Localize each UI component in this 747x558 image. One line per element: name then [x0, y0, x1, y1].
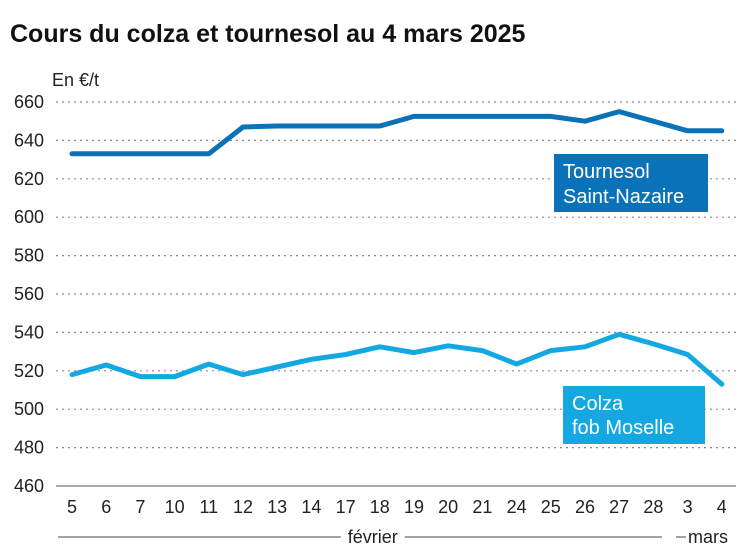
- x-tick-label: 12: [233, 497, 253, 517]
- x-tick-label: 14: [301, 497, 321, 517]
- x-tick-label: 24: [507, 497, 527, 517]
- x-tick-label: 18: [370, 497, 390, 517]
- legend-tournesol-line1: Tournesol: [563, 161, 650, 183]
- series-line-0: [69, 109, 725, 157]
- legend-tournesol-line2: Saint-Nazaire: [563, 186, 684, 208]
- x-tick-label: 4: [717, 497, 727, 517]
- y-tick-label: 520: [14, 361, 44, 381]
- x-tick-label: 19: [404, 497, 424, 517]
- y-tick-label: 660: [14, 92, 44, 112]
- x-tick-label: 25: [541, 497, 561, 517]
- y-tick-label: 540: [14, 322, 44, 342]
- month-labels: février mars: [58, 527, 728, 547]
- y-tick-label: 480: [14, 438, 44, 458]
- series-line-1: [69, 331, 725, 387]
- x-tick-label: 10: [165, 497, 185, 517]
- series-lines: [69, 109, 725, 387]
- y-tick-label: 460: [14, 476, 44, 496]
- x-tick-label: 5: [67, 497, 77, 517]
- legend-colza: Colza fob Moselle: [563, 386, 705, 444]
- legend-colza-box: [563, 386, 705, 444]
- y-tick-label: 600: [14, 207, 44, 227]
- x-tick-label: 20: [438, 497, 458, 517]
- y-axis: 460 480 500 520 540 560 580 600 620 640 660: [14, 92, 44, 496]
- legend-tournesol: Tournesol Saint-Nazaire: [554, 154, 708, 212]
- y-tick-label: 580: [14, 246, 44, 266]
- x-tick-label: 13: [267, 497, 287, 517]
- x-tick-label: 21: [472, 497, 492, 517]
- y-tick-label: 560: [14, 284, 44, 304]
- x-tick-label: 26: [575, 497, 595, 517]
- month-label-mars: mars: [688, 527, 728, 547]
- x-tick-label: 6: [101, 497, 111, 517]
- y-tick-label: 640: [14, 130, 44, 150]
- y-tick-label: 500: [14, 399, 44, 419]
- x-tick-label: 28: [643, 497, 663, 517]
- legend-colza-line2: fob Moselle: [572, 417, 674, 439]
- legend-colza-line1: Colza: [572, 393, 624, 415]
- x-tick-label: 27: [609, 497, 629, 517]
- x-tick-label: 3: [683, 497, 693, 517]
- x-tick-label: 11: [199, 497, 218, 517]
- x-tick-label: 7: [135, 497, 145, 517]
- legend: Tournesol Saint-Nazaire Colza fob Mosell…: [554, 154, 708, 444]
- x-axis: 5 6 7 10 11 12 13 14 17 18 19 20 21 24 25 26 27 28 3 4: [67, 497, 727, 517]
- month-label-fevrier: février: [348, 527, 398, 547]
- legend-tournesol-box: [554, 154, 708, 212]
- y-unit-label: En €/t: [52, 70, 99, 90]
- chart-title: Cours du colza et tournesol au 4 mars 20…: [10, 20, 526, 48]
- y-tick-label: 620: [14, 169, 44, 189]
- x-tick-label: 17: [336, 497, 356, 517]
